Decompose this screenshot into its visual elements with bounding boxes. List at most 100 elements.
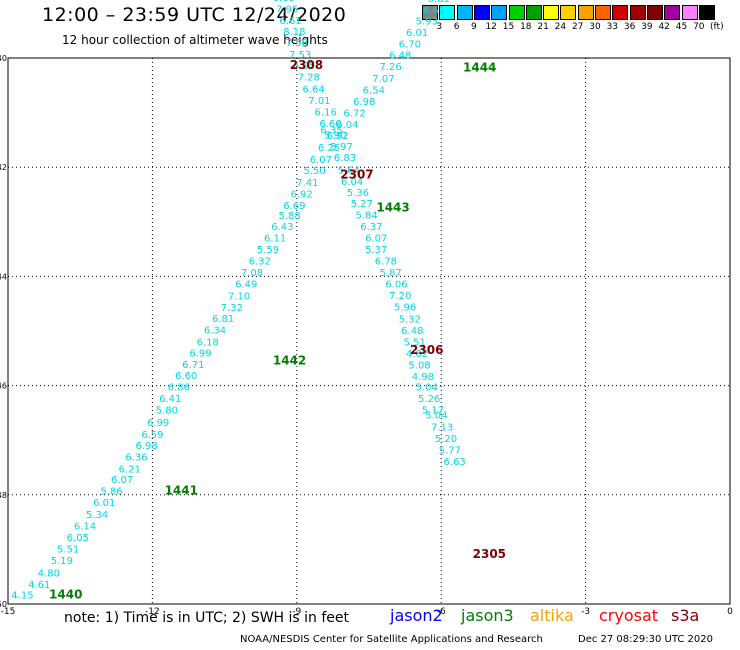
wave-height-point: 6.64 [303, 85, 325, 96]
color-scale-tick: 6 [453, 22, 460, 32]
y-tick-label: -40 [0, 54, 7, 63]
wave-height-point: 6.81 [428, 0, 450, 5]
x-tick-label: -3 [581, 607, 590, 617]
color-swatch [629, 5, 646, 20]
wave-height-point: 5.87 [380, 268, 402, 279]
color-scale-tick: 18 [520, 22, 532, 32]
wave-height-point: 6.98 [353, 97, 375, 108]
y-tick-label: -44 [0, 272, 7, 281]
color-swatch [612, 5, 629, 20]
wave-height-point: 5.04 [425, 411, 447, 422]
wave-height-point: 6.07 [365, 234, 387, 245]
time-label: 1442 [273, 353, 306, 367]
wave-height-point: 6.59 [141, 430, 163, 441]
wave-height-point: 6.04 [336, 120, 358, 131]
wave-height-point: 5.08 [408, 360, 430, 371]
wave-height-point: 6.60 [175, 371, 197, 382]
wave-height-point: 5.17 [422, 406, 444, 417]
wave-height-point: 6.25 [318, 143, 340, 154]
color-scale-tick: 27 [571, 22, 584, 32]
color-scale-tick: 42 [658, 22, 670, 32]
x-tick-label: -9 [292, 607, 301, 617]
time-label: 1444 [463, 60, 496, 74]
wave-height-point: 6.63 [444, 457, 466, 468]
wave-height-point: 7.08 [241, 268, 263, 279]
wave-height-point: 6.98 [135, 441, 157, 452]
color-scale-legend: 3 6 9 12 15 18 21 24 27 30 33 36 39 42 45 70 (ft) [422, 5, 728, 35]
wave-height-point: 7.01 [308, 96, 330, 107]
wave-height-point: 5.27 [351, 199, 373, 210]
wave-height-point: 6.70 [399, 39, 421, 50]
color-swatch [681, 5, 698, 20]
wave-height-point: 6.49 [235, 279, 257, 290]
time-label: 2305 [473, 547, 506, 561]
wave-height-point: 5.20 [435, 434, 457, 445]
time-label: 2306 [410, 343, 443, 357]
color-scale-tick: 70 [693, 22, 705, 32]
wave-height-point: 6.48 [389, 51, 411, 62]
wave-height-point: 6.35 [320, 126, 342, 137]
wave-height-point: 7.53 [289, 50, 311, 61]
wave-height-point: 6.61 [423, 5, 445, 16]
color-swatch [456, 5, 473, 20]
wave-height-point: 5.51 [57, 544, 79, 555]
color-swatch [473, 5, 490, 20]
wave-height-point: 5.97 [330, 142, 352, 153]
wave-height-point: 6.05 [67, 533, 89, 544]
y-tick-label: -48 [0, 491, 7, 500]
wave-height-point: 6.16 [315, 108, 337, 119]
wave-height-point: 5.19 [51, 556, 73, 567]
wave-height-point: 6.07 [111, 475, 133, 486]
y-tick-label: -42 [0, 163, 7, 172]
wave-height-point: 7.26 [380, 62, 402, 73]
wave-height-point: 6.60 [273, 0, 295, 4]
satellite-legend-altika: altika [530, 606, 574, 625]
wave-height-point: 6.07 [310, 155, 332, 166]
wave-height-point: 6.01 [93, 498, 115, 509]
plot-frame [7, 57, 731, 605]
color-scale-tick: 45 [675, 22, 688, 32]
x-tick-label: -6 [437, 607, 446, 617]
x-tick-label: 0 [727, 607, 733, 617]
wave-height-point: 4.15 [11, 591, 33, 602]
wave-height-point: 5.88 [278, 211, 300, 222]
time-label: 2307 [340, 167, 373, 181]
color-swatch [422, 5, 438, 20]
wave-height-point: 7.13 [431, 423, 453, 434]
wave-height-point: 6.81 [212, 314, 234, 325]
wave-height-point: 5.86 [100, 486, 122, 497]
wave-height-point: 6.99 [189, 348, 211, 359]
color-swatch [508, 5, 525, 20]
wave-height-point: 4.61 [28, 580, 50, 591]
wave-height-point: 7.58 [286, 38, 308, 49]
wave-height-point: 5.77 [439, 445, 461, 456]
wave-height-point: 6.86 [168, 383, 190, 394]
wave-height-point: 6.06 [385, 279, 407, 290]
wave-height-point: 5.34 [86, 510, 108, 521]
wave-height-point: 6.78 [375, 257, 397, 268]
wave-height-point: 6.95 [293, 61, 315, 72]
color-swatch [595, 5, 611, 20]
page-title: 12:00 – 23:59 UTC 12/24/2020 [42, 4, 347, 26]
x-tick-label: -15 [1, 607, 16, 617]
wave-height-point: 7.28 [298, 73, 320, 84]
color-scale-tick: 30 [589, 22, 601, 32]
color-swatch [698, 5, 715, 20]
credit-line: NOAA/NESDIS Center for Satellite Applica… [240, 634, 543, 645]
time-label: 1441 [165, 483, 198, 497]
satellite-legend-jason2: jason2 [390, 606, 443, 625]
wave-height-point: 6.43 [271, 222, 293, 233]
wave-height-point: 5.64 [338, 165, 360, 176]
wave-height-point: 6.14 [74, 521, 96, 532]
wave-height-point: 7.95 [276, 4, 298, 15]
color-scale-tick: 15 [502, 22, 515, 32]
wave-height-point: 6.04 [341, 177, 363, 188]
wave-height-point: 4.98 [412, 372, 434, 383]
color-swatch [577, 5, 594, 20]
wave-height-point: 6.61 [279, 16, 301, 27]
satellite-legend-s3a: s3a [671, 606, 700, 625]
wave-height-point: 6.18 [197, 337, 219, 348]
wave-height-point: 6.60 [319, 119, 341, 130]
color-scale-tick: 21 [537, 22, 549, 32]
